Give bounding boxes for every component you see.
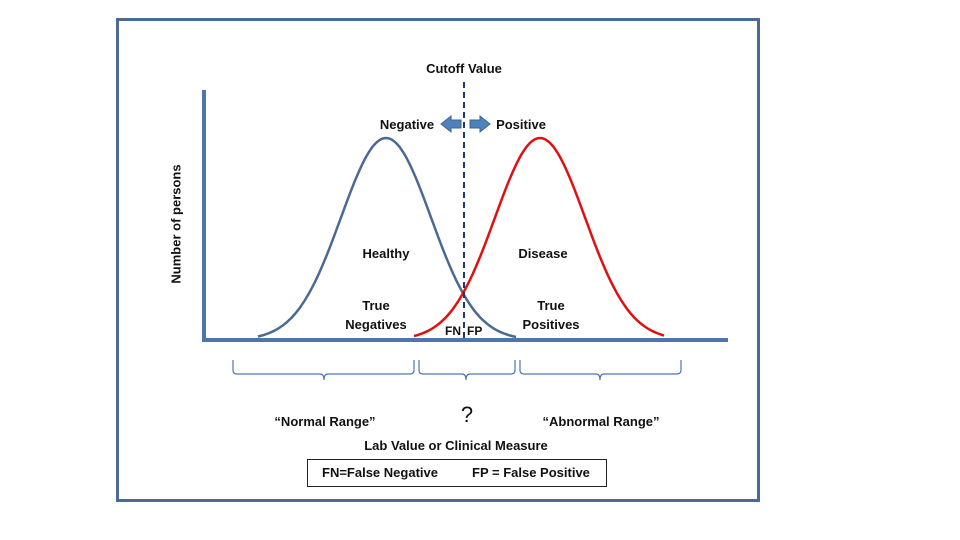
abnormal-range-brace-icon: [519, 360, 682, 381]
healthy-curve: [257, 136, 517, 339]
true-positives-line-1: True: [537, 298, 565, 313]
healthy-label: Healthy: [362, 246, 410, 261]
legend-fn: FN=False Negative: [322, 465, 438, 480]
true-negatives-label: True Negatives: [345, 296, 406, 334]
question-mark-label: ?: [460, 402, 474, 427]
true-negatives-line-2: Negatives: [345, 317, 407, 332]
disease-label: Disease: [518, 246, 568, 261]
normal-range-label: “Normal Range”: [274, 414, 376, 429]
fp-label: FP: [467, 324, 483, 338]
true-positives-label: True Positives: [522, 296, 579, 334]
fn-label: FN: [445, 324, 461, 338]
abnormal-range-label: “Abnormal Range”: [542, 414, 660, 429]
figure-frame: [116, 18, 760, 502]
negative-arrow-icon: [440, 114, 462, 134]
disease-curve: [413, 136, 665, 338]
negative-label: Negative: [379, 117, 435, 132]
legend-fp: FP = False Positive: [472, 465, 590, 480]
uncertain-range-brace-icon: [418, 360, 516, 381]
legend-box: FN=False Negative FP = False Positive: [307, 459, 607, 487]
positive-arrow-icon: [469, 114, 491, 134]
cutoff-value-label: Cutoff Value: [426, 61, 502, 76]
normal-range-brace-icon: [232, 360, 415, 381]
positive-label: Positive: [496, 117, 546, 132]
true-positives-line-2: Positives: [522, 317, 580, 332]
x-axis-label: Lab Value or Clinical Measure: [364, 438, 548, 453]
y-axis-label: Number of persons: [168, 164, 184, 284]
true-negatives-line-1: True: [362, 298, 390, 313]
